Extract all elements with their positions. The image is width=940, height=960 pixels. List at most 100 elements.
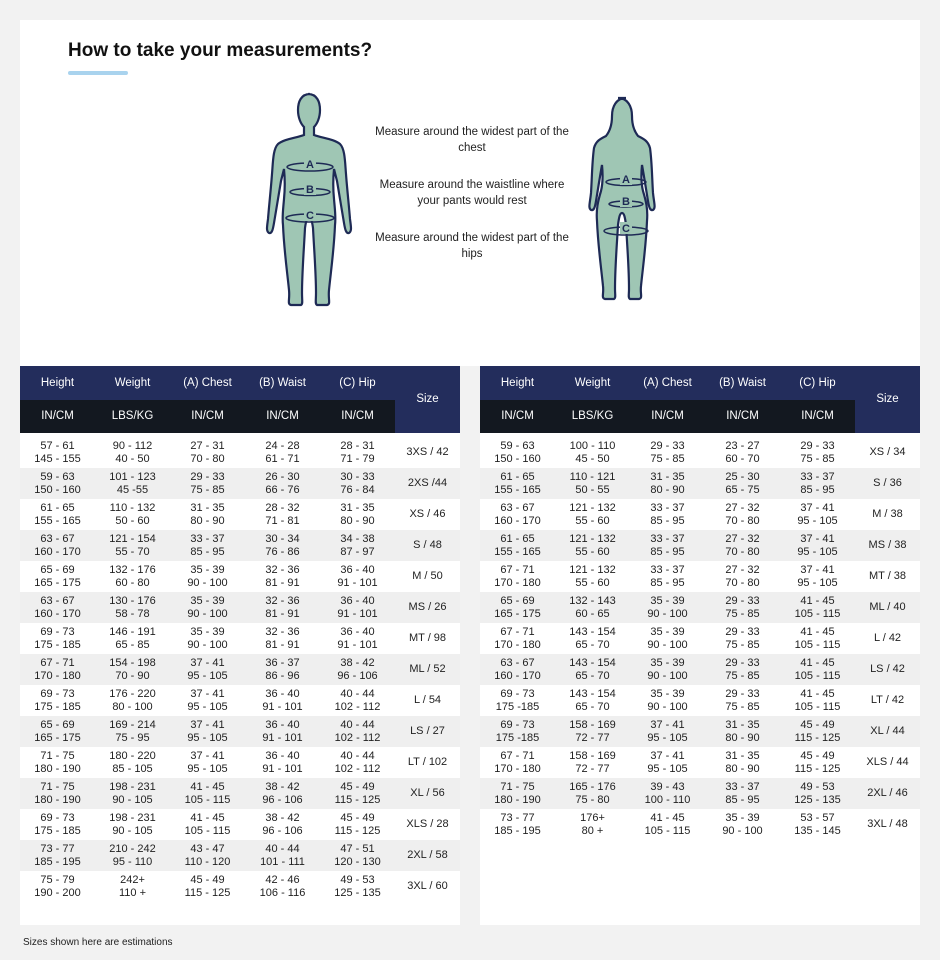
cell-waist: 36 - 40 91 - 101 bbox=[262, 750, 303, 775]
cell-size: LT / 102 bbox=[407, 756, 448, 768]
cell-size: XL / 44 bbox=[870, 725, 905, 737]
col-waist: (B) Waist bbox=[259, 377, 306, 389]
cell-height: 71 - 75 180 - 190 bbox=[34, 750, 81, 775]
unit-waist: IN/CM bbox=[726, 410, 759, 422]
unit-chest: IN/CM bbox=[191, 410, 224, 422]
marker-b: B bbox=[622, 196, 630, 208]
cell-chest: 35 - 39 90 - 100 bbox=[647, 688, 688, 713]
col-waist: (B) Waist bbox=[719, 377, 766, 389]
table-row: 67 - 71 170 - 180 143 - 154 65 - 70 35 - 3… bbox=[480, 623, 920, 654]
cell-size: 3XL / 48 bbox=[867, 818, 908, 830]
cell-size: L / 42 bbox=[873, 632, 902, 644]
table-row: 59 - 63 150 - 160 100 - 110 45 - 50 29 - 3… bbox=[480, 437, 920, 468]
cell-hip: 40 - 44 102 - 112 bbox=[334, 688, 381, 713]
cell-height: 75 - 79 190 - 200 bbox=[34, 874, 81, 899]
marker-a: A bbox=[306, 159, 314, 171]
cell-chest: 35 - 39 90 - 100 bbox=[187, 626, 228, 651]
cell-weight: 143 - 154 65 - 70 bbox=[569, 688, 616, 713]
cell-weight: 210 - 242 95 - 110 bbox=[109, 843, 156, 868]
cell-hip: 53 - 57 135 - 145 bbox=[794, 812, 841, 837]
cell-chest: 35 - 39 90 - 100 bbox=[187, 564, 228, 589]
cell-chest: 43 - 47 110 - 120 bbox=[184, 843, 231, 868]
cell-height: 69 - 73 175 - 185 bbox=[34, 626, 81, 651]
table-row: 75 - 79 190 - 200 242+ 110 + 45 - 49 115 -… bbox=[20, 871, 460, 902]
cell-hip: 33 - 37 85 - 95 bbox=[800, 471, 835, 496]
cell-hip: 31 - 35 80 - 90 bbox=[340, 502, 375, 527]
cell-waist: 28 - 32 71 - 81 bbox=[265, 502, 300, 527]
cell-hip: 47 - 51 120 - 130 bbox=[334, 843, 381, 868]
cell-weight: 132 - 143 60 - 65 bbox=[569, 595, 616, 620]
cell-size: 2XL / 46 bbox=[867, 787, 908, 799]
cell-hip: 40 - 44 102 - 112 bbox=[334, 719, 381, 744]
table-row: 65 - 69 165 - 175 132 - 176 60 - 80 35 - 3… bbox=[20, 561, 460, 592]
cell-weight: 132 - 176 60 - 80 bbox=[109, 564, 156, 589]
cell-size: ML / 52 bbox=[409, 663, 446, 675]
marker-c: C bbox=[622, 223, 630, 235]
cell-chest: 37 - 41 95 - 105 bbox=[187, 657, 228, 682]
table-row: 57 - 61 145 - 155 90 - 112 40 - 50 27 - 31… bbox=[20, 437, 460, 468]
cell-size: XS / 46 bbox=[409, 508, 446, 520]
cell-size: MT / 38 bbox=[868, 570, 907, 582]
cell-chest: 37 - 41 95 - 105 bbox=[647, 719, 688, 744]
cell-weight: 146 - 191 65 - 85 bbox=[109, 626, 156, 651]
table-row: 65 - 69 165 - 175 169 - 214 75 - 95 37 - 4… bbox=[20, 716, 460, 747]
cell-hip: 34 - 38 87 - 97 bbox=[340, 533, 375, 558]
cell-height: 63 - 67 160 - 170 bbox=[34, 595, 81, 620]
unit-weight: LBS/KG bbox=[111, 410, 154, 422]
cell-height: 61 - 65 155 - 165 bbox=[494, 533, 541, 558]
cell-waist: 31 - 35 80 - 90 bbox=[725, 750, 760, 775]
table-row: 71 - 75 180 - 190 165 - 176 75 - 80 39 - 4… bbox=[480, 778, 920, 809]
table-row: 61 - 65 155 - 165 110 - 121 50 - 55 31 - 3… bbox=[480, 468, 920, 499]
cell-chest: 41 - 45 105 - 115 bbox=[644, 812, 691, 837]
male-body-figure-icon: A B C bbox=[265, 92, 353, 307]
cell-hip: 49 - 53 125 - 135 bbox=[334, 874, 381, 899]
cell-size: 2XS /44 bbox=[407, 477, 448, 489]
cell-height: 67 - 71 170 - 180 bbox=[34, 657, 81, 682]
cell-hip: 45 - 49 115 - 125 bbox=[334, 781, 381, 806]
col-hip: (C) Hip bbox=[799, 377, 836, 389]
cell-waist: 33 - 37 85 - 95 bbox=[725, 781, 760, 806]
unit-height: IN/CM bbox=[41, 410, 74, 422]
cell-waist: 27 - 32 70 - 80 bbox=[725, 502, 760, 527]
cell-hip: 45 - 49 115 - 125 bbox=[794, 750, 841, 775]
cell-chest: 29 - 33 75 - 85 bbox=[650, 440, 685, 465]
cell-height: 59 - 63 150 - 160 bbox=[34, 471, 81, 496]
col-chest: (A) Chest bbox=[183, 377, 232, 389]
cell-waist: 32 - 36 81 - 91 bbox=[265, 595, 300, 620]
cell-size: 2XL / 58 bbox=[407, 849, 448, 861]
table-row: 65 - 69 165 - 175 132 - 143 60 - 65 35 - 3… bbox=[480, 592, 920, 623]
cell-chest: 35 - 39 90 - 100 bbox=[647, 595, 688, 620]
cell-size: LS / 27 bbox=[410, 725, 445, 737]
table-row: 63 - 67 160 - 170 121 - 154 55 - 70 33 - 3… bbox=[20, 530, 460, 561]
cell-weight: 165 - 176 75 - 80 bbox=[569, 781, 616, 806]
table-body: 57 - 61 145 - 155 90 - 112 40 - 50 27 - 31… bbox=[20, 437, 460, 902]
cell-hip: 41 - 45 105 - 115 bbox=[794, 657, 841, 682]
col-weight: Weight bbox=[574, 377, 611, 389]
cell-waist: 36 - 40 91 - 101 bbox=[262, 719, 303, 744]
cell-chest: 29 - 33 75 - 85 bbox=[190, 471, 225, 496]
cell-size: M / 38 bbox=[872, 508, 903, 520]
cell-size: S / 48 bbox=[413, 539, 442, 551]
cell-height: 67 - 71 170 - 180 bbox=[494, 626, 541, 651]
col-size: Size bbox=[416, 393, 439, 405]
table-header: Height Weight (A) Chest (B) Waist (C) Hi… bbox=[480, 366, 920, 433]
table-row: 67 - 71 170 - 180 121 - 132 55 - 60 33 - 3… bbox=[480, 561, 920, 592]
cell-height: 71 - 75 180 - 190 bbox=[34, 781, 81, 806]
cell-chest: 35 - 39 90 - 100 bbox=[647, 626, 688, 651]
table-body: 59 - 63 150 - 160 100 - 110 45 - 50 29 - 3… bbox=[480, 437, 920, 840]
cell-chest: 35 - 39 90 - 100 bbox=[187, 595, 228, 620]
table-row: 69 - 73 175 - 185 176 - 220 80 - 100 37 - … bbox=[20, 685, 460, 716]
cell-height: 57 - 61 145 - 155 bbox=[34, 440, 81, 465]
cell-weight: 121 - 132 55 - 60 bbox=[569, 502, 616, 527]
table-row: 73 - 77 185 - 195 176+ 80 + 41 - 45 105 - … bbox=[480, 809, 920, 840]
cell-hip: 30 - 33 76 - 84 bbox=[340, 471, 375, 496]
cell-weight: 169 - 214 75 - 95 bbox=[109, 719, 156, 744]
cell-chest: 37 - 41 95 - 105 bbox=[647, 750, 688, 775]
cell-weight: 121 - 132 55 - 60 bbox=[569, 564, 616, 589]
table-row: 69 - 73 175 -185 143 - 154 65 - 70 35 - 39… bbox=[480, 685, 920, 716]
cell-hip: 45 - 49 115 - 125 bbox=[794, 719, 841, 744]
page-title: How to take your measurements? bbox=[68, 40, 373, 61]
cell-weight: 121 - 154 55 - 70 bbox=[109, 533, 156, 558]
cell-hip: 37 - 41 95 - 105 bbox=[797, 533, 838, 558]
cell-hip: 45 - 49 115 - 125 bbox=[334, 812, 381, 837]
